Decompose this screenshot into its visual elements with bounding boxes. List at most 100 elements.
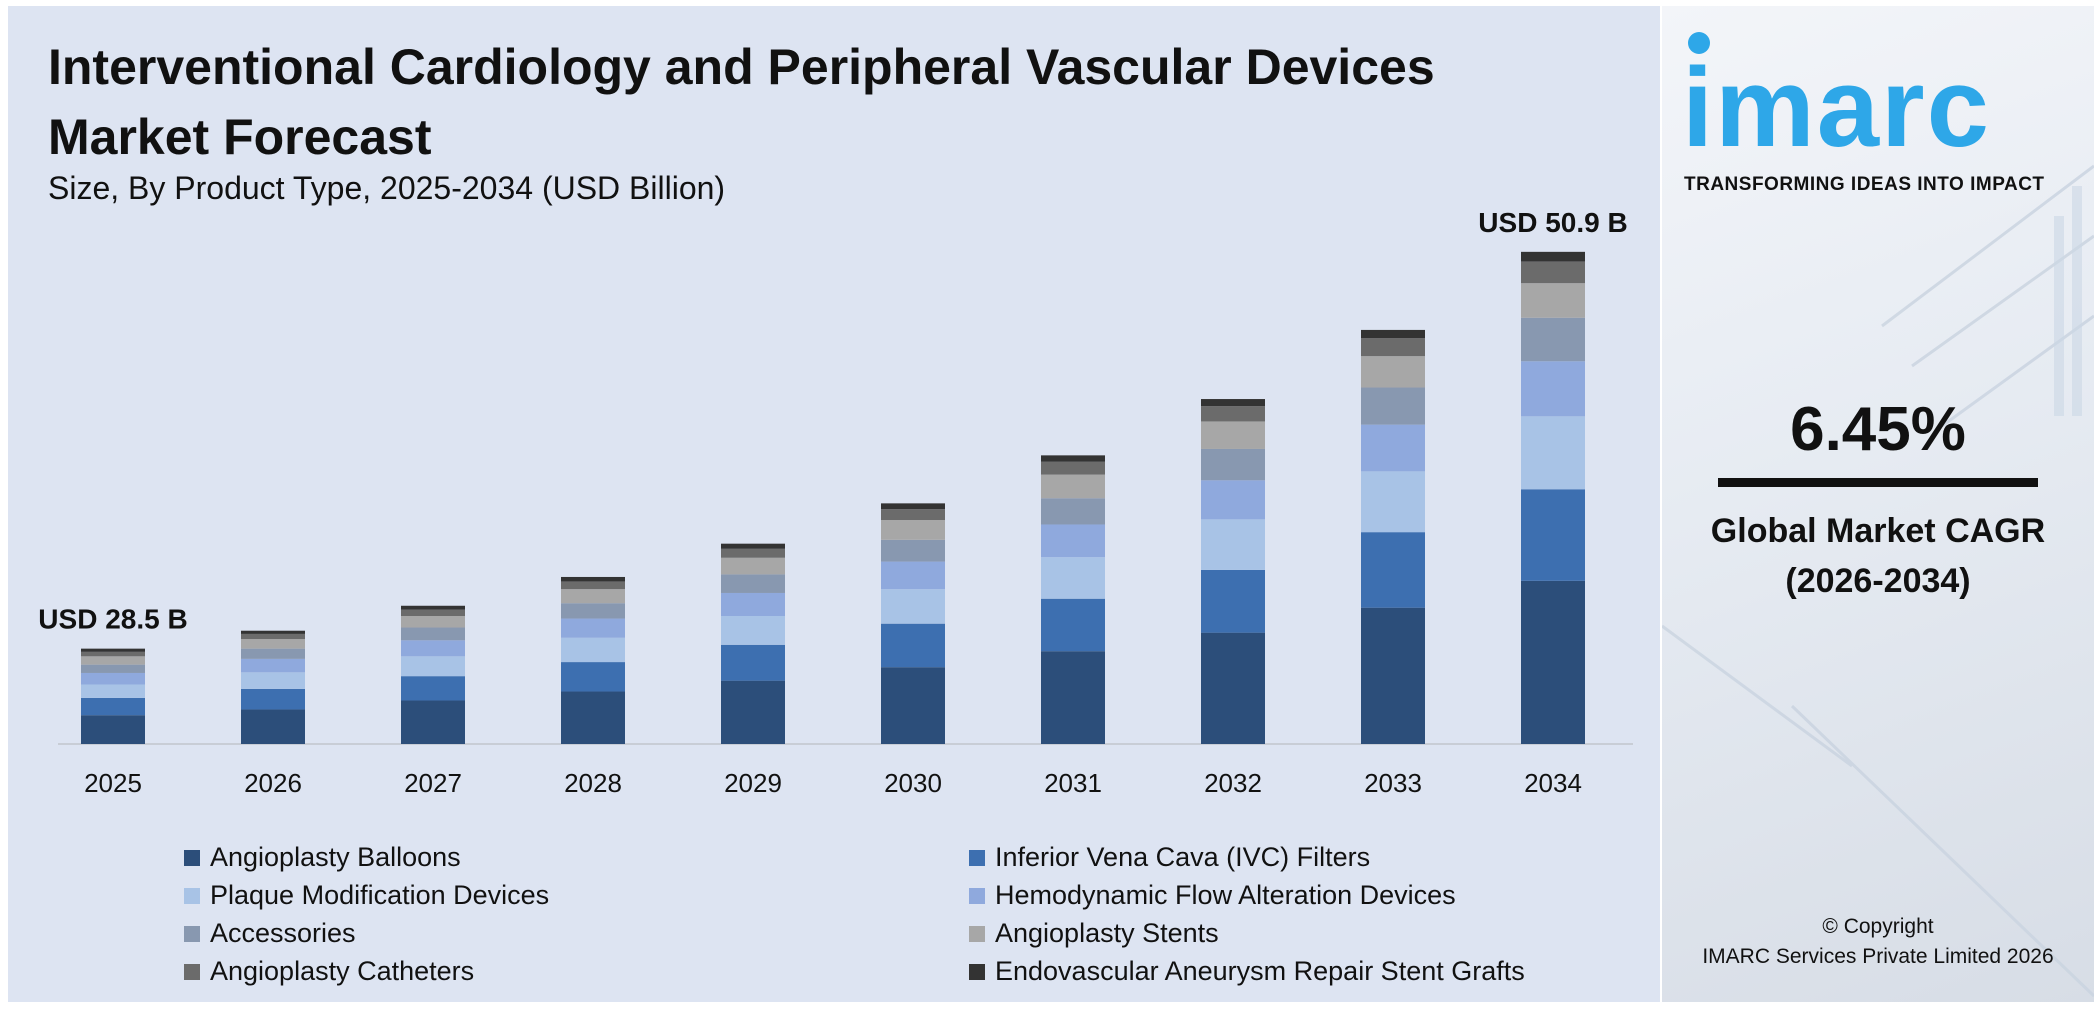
bar-segment-2031-8	[1041, 455, 1105, 462]
bar-segment-2028-7	[561, 581, 625, 590]
bar-segment-2029-5	[721, 574, 785, 593]
bar-segment-2033-8	[1361, 329, 1425, 339]
bar-segment-2030-5	[881, 539, 945, 562]
bar-segment-2034-1	[1521, 580, 1585, 744]
bar-segment-2027-6	[401, 616, 465, 628]
legend-swatch	[184, 887, 200, 904]
bar-segment-2030-8	[881, 503, 945, 510]
bar-segment-2034-7	[1521, 261, 1585, 284]
bar-segment-2028-3	[561, 637, 625, 663]
bar-segment-2026-8	[241, 630, 305, 634]
bar-segment-2028-4	[561, 618, 625, 638]
bar-segment-2032-6	[1201, 421, 1265, 449]
legend-item: Angioplasty Catheters	[184, 956, 474, 987]
bar-segment-2031-6	[1041, 474, 1105, 499]
bar-segment-2025-5	[81, 664, 145, 673]
total-labels: USD 28.5 B USD 50.9 B	[38, 207, 1627, 635]
bar-segment-2032-4	[1201, 480, 1265, 520]
legend-label: Angioplasty Stents	[995, 918, 1219, 948]
bar-segment-2032-8	[1201, 399, 1265, 407]
bar-segment-2026-5	[241, 648, 305, 659]
x-tick-labels: 2025 2026 2027 2028 2029 2030 2031 2032 2033 2034	[84, 768, 1582, 798]
bar-segment-2034-3	[1521, 416, 1585, 490]
legend-label: Hemodynamic Flow Alteration Devices	[995, 880, 1456, 910]
legend-item: Angioplasty Balloons	[184, 842, 461, 873]
bar-segment-2029-4	[721, 592, 785, 616]
bar-segment-2029-1	[721, 680, 785, 744]
bar-segment-2033-4	[1361, 424, 1425, 472]
total-label-2034: USD 50.9 B	[1478, 207, 1627, 238]
bar-segment-2034-4	[1521, 361, 1585, 417]
bar-segment-2029-7	[721, 548, 785, 558]
x-tick-label: 2027	[404, 768, 462, 798]
bar-segment-2028-6	[561, 589, 625, 604]
bar-group	[81, 251, 1585, 744]
bar-segment-2029-2	[721, 644, 785, 681]
x-tick-label: 2030	[884, 768, 942, 798]
bar-segment-2026-4	[241, 658, 305, 673]
legend-item: Inferior Vena Cava (IVC) Filters	[969, 842, 1370, 873]
bar-segment-2027-2	[401, 676, 465, 701]
bar-segment-2030-4	[881, 561, 945, 590]
logo-dot	[1688, 32, 1710, 54]
bar-segment-2025-1	[81, 715, 145, 744]
bar-segment-2027-7	[401, 609, 465, 616]
legend-swatch	[969, 925, 985, 942]
legend-label: Angioplasty Catheters	[210, 956, 475, 986]
bar-segment-2029-8	[721, 543, 785, 549]
bar-segment-2029-6	[721, 557, 785, 575]
legend-label: Plaque Modification Devices	[210, 880, 550, 910]
background-decoration	[1662, 164, 2094, 998]
x-tick-label: 2029	[724, 768, 782, 798]
bar-segment-2033-3	[1361, 471, 1425, 533]
copyright: © Copyright IMARC Services Private Limit…	[1662, 912, 2094, 972]
legend-swatch	[969, 963, 985, 980]
legend-item: Hemodynamic Flow Alteration Devices	[969, 880, 1456, 911]
cagr-label-line2: (2026-2034)	[1785, 562, 1971, 600]
cagr-label: Global Market CAGR (2026-2034)	[1662, 506, 2094, 606]
copyright-line2: IMARC Services Private Limited 2026	[1702, 945, 2054, 968]
logo-tagline: TRANSFORMING IDEAS INTO IMPACT	[1684, 174, 2045, 195]
bar-segment-2031-7	[1041, 461, 1105, 475]
bar-segment-2031-4	[1041, 524, 1105, 558]
chart-panel: Interventional Cardiology and Peripheral…	[8, 6, 1660, 1002]
copyright-line1: © Copyright	[1822, 915, 1934, 938]
chart-subtitle: Size, By Product Type, 2025-2034 (USD Bi…	[48, 170, 726, 206]
legend-item: Plaque Modification Devices	[184, 880, 549, 911]
bar-segment-2034-5	[1521, 317, 1585, 362]
bar-segment-2025-2	[81, 697, 145, 716]
bar-segment-2027-4	[401, 640, 465, 657]
legend-label: Accessories	[210, 918, 356, 948]
legend-item: Accessories	[184, 918, 356, 949]
bar-segment-2027-1	[401, 700, 465, 744]
legend-swatch	[969, 887, 985, 904]
bar-segment-2031-5	[1041, 498, 1105, 525]
bar-segment-2029-3	[721, 616, 785, 645]
bar-segment-2025-6	[81, 656, 145, 665]
bar-segment-2032-3	[1201, 519, 1265, 570]
x-tick-label: 2032	[1204, 768, 1262, 798]
bar-segment-2030-3	[881, 589, 945, 624]
bar-segment-2028-2	[561, 662, 625, 692]
bar-segment-2031-1	[1041, 651, 1105, 744]
bar-segment-2026-1	[241, 709, 305, 744]
legend-swatch	[969, 849, 985, 866]
legend: Angioplasty Balloons Inferior Vena Cava (…	[184, 842, 1584, 994]
x-tick-label: 2025	[84, 768, 142, 798]
legend-label: Endovascular Aneurysm Repair Stent Graft…	[995, 956, 1525, 986]
x-tick-label: 2033	[1364, 768, 1422, 798]
bar-segment-2031-2	[1041, 598, 1105, 652]
legend-swatch	[184, 963, 200, 980]
bar-segment-2028-1	[561, 691, 625, 744]
cagr-label-line1: Global Market CAGR	[1710, 512, 2046, 550]
bar-segment-2030-1	[881, 667, 945, 744]
bar-segment-2025-4	[81, 672, 145, 685]
side-panel: imarc TRANSFORMING IDEAS INTO IMPACT 6.4…	[1662, 6, 2094, 1002]
bar-segment-2025-8	[81, 648, 145, 652]
bar-segment-2032-7	[1201, 406, 1265, 422]
cagr-value: 6.45%	[1790, 395, 1966, 464]
bar-segment-2032-5	[1201, 448, 1265, 481]
x-tick-label: 2028	[564, 768, 622, 798]
bar-segment-2028-8	[561, 576, 625, 582]
bar-segment-2033-7	[1361, 338, 1425, 357]
